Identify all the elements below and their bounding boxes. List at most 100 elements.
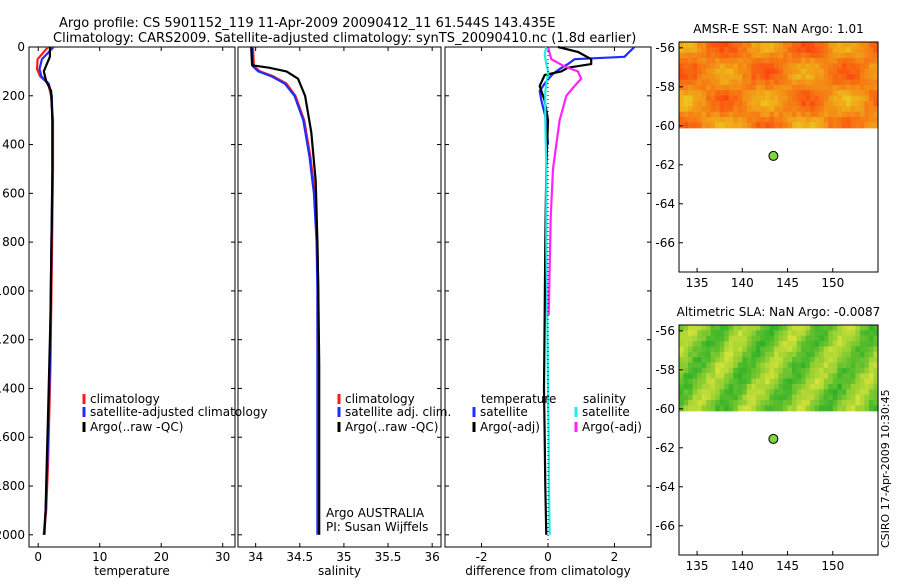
map-cell bbox=[846, 100, 852, 107]
x-tick-label: 0 bbox=[544, 550, 552, 564]
map-cell bbox=[728, 341, 734, 348]
map-cell bbox=[697, 405, 703, 412]
map-cell bbox=[823, 346, 829, 353]
map-cell bbox=[814, 122, 820, 129]
map-cell bbox=[850, 341, 856, 348]
map-cell bbox=[855, 90, 861, 97]
map-cell bbox=[710, 383, 716, 390]
map-cell bbox=[728, 52, 734, 59]
map-cell bbox=[715, 79, 721, 86]
map-cell bbox=[778, 383, 784, 390]
map-cell bbox=[868, 378, 875, 385]
map-cell bbox=[855, 42, 861, 48]
map-cell bbox=[841, 341, 847, 348]
map-cell bbox=[710, 357, 716, 364]
map-cell bbox=[760, 357, 766, 364]
map-cell bbox=[746, 378, 752, 385]
map-cell bbox=[773, 335, 780, 342]
map-cell bbox=[683, 400, 689, 406]
map-cell bbox=[801, 394, 807, 401]
map-cell bbox=[787, 330, 793, 337]
map-cell bbox=[783, 111, 789, 118]
map-cell bbox=[692, 351, 698, 358]
map-cell bbox=[855, 47, 861, 54]
map-cell bbox=[801, 122, 807, 129]
map-cell bbox=[746, 394, 752, 401]
map-cell bbox=[792, 52, 798, 59]
map-cell bbox=[846, 330, 852, 337]
map-cell bbox=[697, 389, 703, 396]
map-cell bbox=[823, 74, 829, 81]
map-cell bbox=[805, 325, 811, 331]
map-cell bbox=[819, 362, 825, 369]
map-cell bbox=[837, 95, 843, 102]
map-cell bbox=[755, 95, 762, 102]
map-cell bbox=[719, 111, 725, 118]
map-cell bbox=[692, 325, 698, 331]
map-cell bbox=[760, 79, 766, 86]
map-cell bbox=[837, 351, 843, 358]
map-cell bbox=[773, 373, 780, 380]
map-cell bbox=[810, 42, 816, 48]
map-cell bbox=[778, 367, 784, 374]
map-cell bbox=[873, 383, 879, 390]
map-cell bbox=[746, 95, 752, 102]
map-cell bbox=[819, 389, 825, 396]
map-cell bbox=[733, 357, 739, 364]
map-cell bbox=[864, 84, 870, 91]
map-cell bbox=[814, 346, 820, 353]
map-cell bbox=[692, 400, 698, 406]
map-cell bbox=[873, 58, 879, 65]
map-cell bbox=[805, 58, 811, 65]
map-cell bbox=[751, 68, 757, 75]
map-cell bbox=[773, 74, 780, 81]
map-cell bbox=[859, 389, 866, 396]
map-cell bbox=[728, 47, 734, 54]
map-cell bbox=[697, 373, 703, 380]
map-cell bbox=[859, 106, 866, 113]
map-cell bbox=[864, 90, 870, 97]
map-y-tick-label: -66 bbox=[655, 236, 675, 250]
map-cell bbox=[841, 378, 847, 385]
map-cell bbox=[819, 95, 825, 102]
map-cell bbox=[805, 79, 811, 86]
map-cell bbox=[783, 346, 789, 353]
map-cell bbox=[805, 122, 811, 129]
map-cell bbox=[679, 346, 685, 353]
map-cell bbox=[828, 68, 834, 75]
map-cell bbox=[773, 58, 780, 65]
map-cell bbox=[859, 362, 866, 369]
map-cell bbox=[819, 111, 825, 118]
map-cell bbox=[679, 95, 685, 102]
map-cell bbox=[873, 95, 879, 102]
map-cell bbox=[742, 325, 748, 331]
map-cell bbox=[710, 378, 716, 385]
map-cell bbox=[679, 330, 685, 337]
map-cell bbox=[728, 383, 734, 390]
map-cell bbox=[733, 367, 739, 374]
map-cell bbox=[805, 117, 811, 123]
map-cell bbox=[828, 362, 834, 369]
map-cell bbox=[783, 42, 789, 48]
map-cell bbox=[773, 79, 780, 86]
map-cell bbox=[737, 95, 743, 102]
map-cell bbox=[733, 394, 739, 401]
map-cell bbox=[868, 79, 875, 86]
map-cell bbox=[683, 330, 689, 337]
map-cell bbox=[746, 367, 752, 374]
map-cell bbox=[778, 42, 784, 48]
map-cell bbox=[764, 68, 771, 75]
map-cell bbox=[823, 106, 829, 113]
map-cell bbox=[742, 346, 748, 353]
map-cell bbox=[719, 68, 725, 75]
map-cell bbox=[864, 373, 870, 380]
map-cell bbox=[864, 95, 870, 102]
map-cell bbox=[746, 42, 752, 48]
map-cell bbox=[873, 42, 879, 48]
map-cell bbox=[814, 74, 820, 81]
map-cell bbox=[828, 367, 834, 374]
map-cell bbox=[846, 90, 852, 97]
map-cell bbox=[724, 383, 730, 390]
map-cell bbox=[764, 117, 771, 123]
map-cell bbox=[679, 394, 685, 401]
